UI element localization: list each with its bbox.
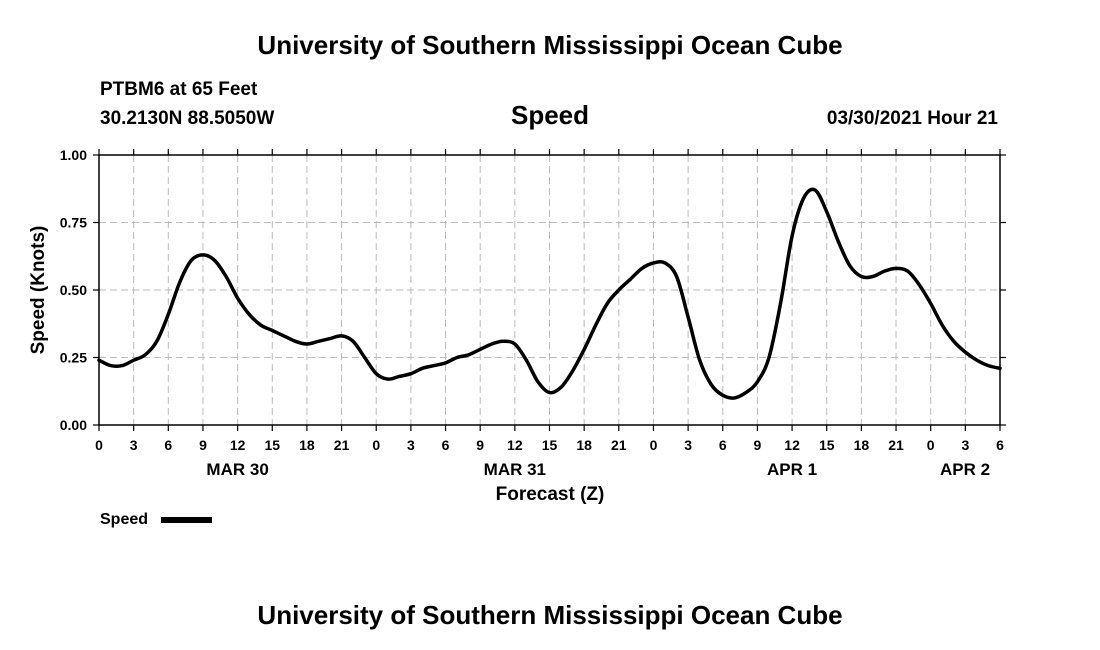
- date-labels: MAR 30 MAR 31 APR 1 APR 2: [206, 460, 990, 479]
- x-tick-label: 12: [784, 437, 800, 453]
- y-tick-label: 0.50: [60, 282, 87, 298]
- y-tick-label: 0.00: [60, 417, 87, 433]
- x-tick-label: 18: [576, 437, 592, 453]
- x-tick-label: 15: [542, 437, 558, 453]
- x-tick-label: 15: [819, 437, 835, 453]
- y-tick-label: 1.00: [60, 147, 87, 163]
- x-tick-label: 6: [442, 437, 450, 453]
- variable-title: Speed: [511, 100, 589, 130]
- x-tick-label: 3: [130, 437, 138, 453]
- x-tick-label: 15: [264, 437, 280, 453]
- x-tick-label: 0: [650, 437, 658, 453]
- y-tick-label: 0.25: [60, 350, 87, 366]
- x-tick-label: 9: [476, 437, 484, 453]
- x-axis-title: Forecast (Z): [496, 484, 605, 505]
- date-label: APR 1: [767, 460, 817, 479]
- axis-ticks: [93, 149, 1006, 431]
- x-tick-label: 9: [754, 437, 762, 453]
- y-tick-labels: 0.00 0.25 0.50 0.75 1.00: [60, 147, 87, 433]
- x-tick-labels: 0 3 6 9 12 15 18 21 0 3 6 9 12 15 18 21 0 3 6 9 12 15 18 21 0 3 6: [95, 437, 1004, 453]
- x-tick-label: 12: [507, 437, 523, 453]
- x-tick-label: 3: [961, 437, 969, 453]
- x-tick-label: 6: [996, 437, 1004, 453]
- x-tick-label: 3: [407, 437, 415, 453]
- datetime-label: 03/30/2021 Hour 21: [827, 108, 999, 129]
- date-label: MAR 31: [484, 460, 546, 479]
- x-tick-label: 0: [372, 437, 380, 453]
- station-label: PTBM6 at 65 Feet: [100, 79, 258, 100]
- grid: [99, 155, 1000, 425]
- footer-title: University of Southern Mississippi Ocean…: [257, 600, 842, 630]
- date-label: APR 2: [940, 460, 990, 479]
- y-axis-title: Speed (Knots): [28, 226, 49, 355]
- x-tick-label: 0: [927, 437, 935, 453]
- date-label: MAR 30: [206, 460, 268, 479]
- x-tick-label: 0: [95, 437, 103, 453]
- x-tick-label: 18: [854, 437, 870, 453]
- x-tick-label: 12: [230, 437, 246, 453]
- x-tick-label: 3: [684, 437, 692, 453]
- speed-series-line: [97, 187, 1002, 400]
- y-tick-label: 0.75: [60, 215, 87, 231]
- x-tick-label: 9: [199, 437, 207, 453]
- x-tick-label: 21: [888, 437, 904, 453]
- legend-label: Speed: [100, 511, 148, 528]
- x-tick-label: 6: [719, 437, 727, 453]
- x-tick-label: 6: [164, 437, 172, 453]
- location-label: 30.2130N 88.5050W: [100, 108, 274, 129]
- x-tick-label: 21: [334, 437, 350, 453]
- page-title: University of Southern Mississippi Ocean…: [257, 30, 842, 60]
- x-tick-label: 21: [611, 437, 627, 453]
- x-tick-label: 18: [299, 437, 315, 453]
